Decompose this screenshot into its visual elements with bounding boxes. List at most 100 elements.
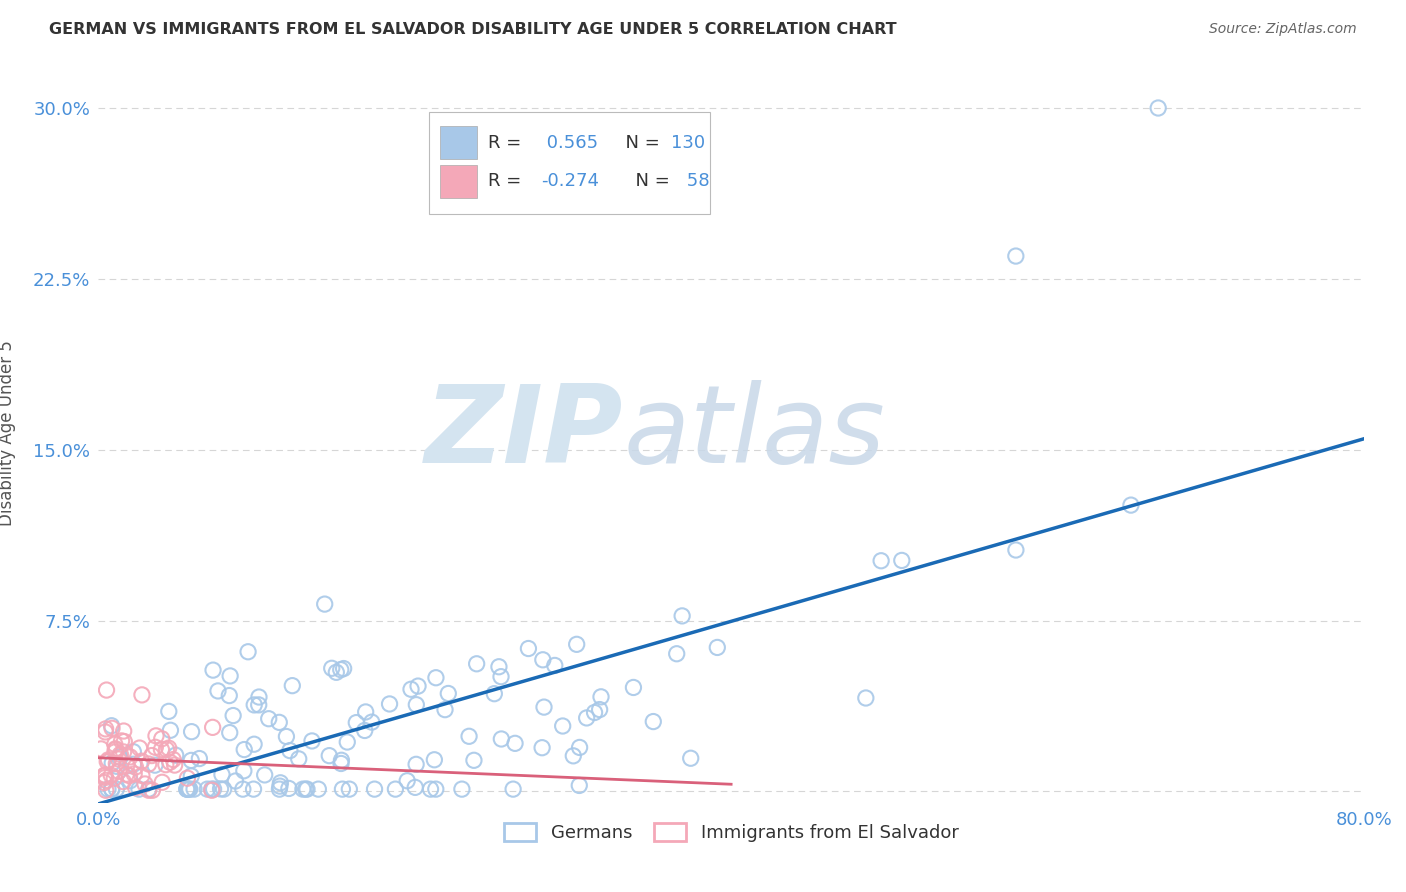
Point	[212, 782, 235, 797]
Point	[568, 779, 591, 793]
Point	[318, 748, 340, 763]
Point	[329, 663, 352, 677]
Point	[180, 769, 202, 783]
Point	[396, 773, 419, 788]
Text: -0.274: -0.274	[541, 172, 599, 190]
Point	[247, 690, 270, 704]
Point	[242, 782, 264, 797]
Point	[643, 714, 665, 729]
Point	[706, 640, 728, 655]
Point	[159, 755, 181, 769]
Point	[568, 740, 591, 755]
Point	[211, 767, 233, 781]
Point	[458, 729, 481, 743]
Point	[269, 779, 291, 793]
Point	[100, 768, 122, 782]
Point	[232, 764, 254, 778]
Point	[118, 769, 141, 783]
Point	[93, 775, 115, 789]
Point	[143, 758, 166, 772]
Point	[201, 782, 224, 797]
Point	[162, 753, 184, 767]
Point	[502, 782, 524, 797]
Text: 0.565: 0.565	[541, 134, 599, 152]
Point	[378, 697, 401, 711]
Point	[1147, 101, 1170, 115]
Point	[419, 782, 441, 797]
Point	[257, 712, 280, 726]
Point	[463, 753, 485, 767]
Point	[562, 748, 585, 763]
Point	[134, 777, 156, 791]
Point	[517, 641, 540, 656]
Point	[94, 773, 117, 788]
Point	[101, 721, 124, 735]
Text: 130: 130	[671, 134, 704, 152]
Point	[232, 782, 254, 797]
Point	[155, 757, 177, 772]
Point	[120, 750, 142, 764]
Point	[233, 742, 256, 756]
Point	[405, 757, 427, 772]
Point	[425, 782, 447, 797]
Point	[314, 597, 336, 611]
Point	[253, 768, 276, 782]
Point	[112, 734, 135, 748]
Point	[131, 768, 153, 782]
Point	[96, 755, 118, 769]
Point	[128, 782, 150, 797]
Text: GERMAN VS IMMIGRANTS FROM EL SALVADOR DISABILITY AGE UNDER 5 CORRELATION CHART: GERMAN VS IMMIGRANTS FROM EL SALVADOR DI…	[49, 22, 897, 37]
Point	[301, 734, 323, 748]
Point	[105, 756, 128, 771]
Point	[131, 688, 153, 702]
Point	[425, 671, 447, 685]
Point	[489, 670, 512, 684]
Point	[575, 711, 598, 725]
Point	[110, 747, 132, 762]
Point	[222, 708, 245, 723]
Point	[870, 554, 893, 568]
Point	[224, 774, 246, 789]
Point	[112, 724, 135, 739]
Point	[491, 731, 513, 746]
Point	[94, 783, 117, 797]
Point	[588, 703, 610, 717]
Point	[94, 768, 117, 782]
Point	[143, 740, 166, 755]
Point	[107, 752, 129, 766]
Point	[354, 705, 377, 719]
Point	[176, 782, 198, 797]
Point	[247, 698, 270, 712]
Point	[344, 715, 367, 730]
Point	[332, 782, 354, 797]
Point	[141, 783, 163, 797]
Text: R =: R =	[488, 134, 527, 152]
Point	[589, 690, 612, 704]
Point	[97, 782, 120, 797]
Point	[150, 731, 173, 746]
Point	[202, 782, 225, 797]
Point	[404, 780, 426, 795]
Point	[97, 753, 120, 767]
Point	[176, 782, 198, 797]
Point	[321, 661, 343, 675]
Point	[128, 741, 150, 756]
Point	[533, 700, 555, 714]
Point	[124, 780, 146, 795]
Legend: Germans, Immigrants from El Salvador: Germans, Immigrants from El Salvador	[496, 815, 966, 849]
Point	[531, 740, 554, 755]
Point	[236, 645, 259, 659]
Point	[201, 720, 224, 734]
Point	[287, 752, 309, 766]
Point	[437, 686, 460, 700]
Point	[112, 774, 135, 789]
Point	[679, 751, 702, 765]
Point	[243, 698, 266, 712]
Point	[269, 776, 291, 790]
Point	[94, 771, 117, 785]
Text: N =: N =	[614, 134, 666, 152]
Point	[115, 758, 138, 772]
Point	[671, 608, 693, 623]
Point	[131, 754, 153, 768]
Point	[207, 684, 229, 698]
